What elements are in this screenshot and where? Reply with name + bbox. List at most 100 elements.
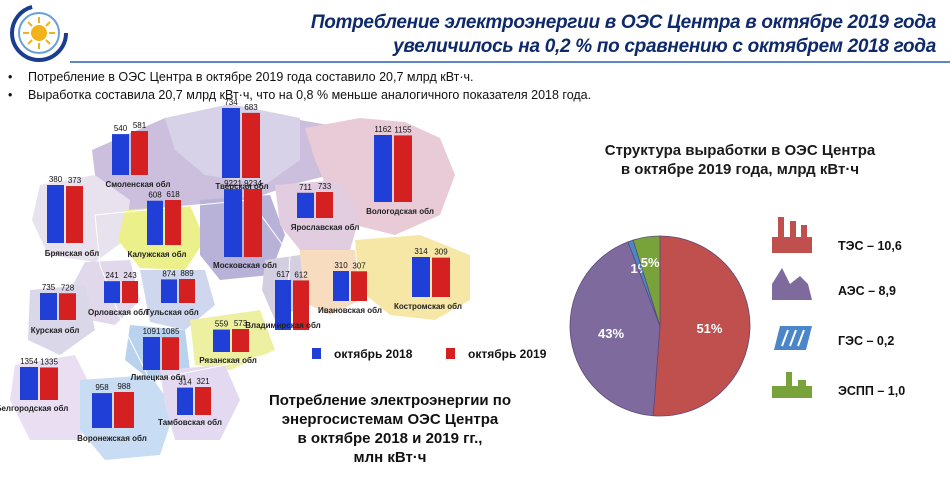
- data-label-oct2018: 1162: [374, 125, 392, 134]
- bar-legend: октябрь 2018 октябрь 2019: [312, 347, 547, 361]
- pie-legend: ТЭС – 10,6 АЭС – 8,9 ГЭС – 0,2 ЭСПП – 1,0: [772, 217, 905, 398]
- data-label-oct2019: 1335: [40, 357, 58, 366]
- page-title-line-1: Потребление электроэнергии в ОЭС Центра …: [310, 12, 936, 33]
- pie-slice-tes: 51%: [652, 235, 751, 417]
- data-label-oct2019: 988: [117, 382, 131, 391]
- region-name: Липецкая обл: [131, 373, 186, 382]
- bar-oct2018: [143, 337, 160, 370]
- legend-swatch-oct2019: [446, 348, 455, 359]
- region-владимирская-обл: 617 612 Владимирская обл: [245, 270, 321, 330]
- icon-part: [801, 225, 807, 239]
- region-name: Орловская обл: [88, 308, 148, 317]
- bar-oct2019: [165, 200, 181, 245]
- data-label-oct2019: 728: [61, 283, 75, 292]
- region-name: Московская обл: [213, 261, 277, 270]
- header-divider: [70, 61, 950, 63]
- data-label-oct2018: 1091: [143, 327, 161, 336]
- region-name: Владимирская обл: [245, 321, 321, 330]
- region-липецкая-обл: 1091 1085 Липецкая обл: [131, 327, 186, 382]
- icon-part: [786, 372, 792, 386]
- data-label-oct2018: 9221: [224, 179, 242, 188]
- bar-caption-line-3: в октябре 2018 и 2019 гг.,: [297, 430, 483, 447]
- bar-oct2018: [333, 271, 349, 301]
- bar-oct2019: [432, 257, 450, 297]
- bullet-consumption-text: Потребление в ОЭС Центра в октябре 2019 …: [28, 70, 474, 84]
- pie-slice-pct: 43%: [598, 326, 624, 341]
- data-label-oct2019: 307: [352, 261, 366, 270]
- bullet-generation: • Выработка составила 20,7 млрд кВт·ч, чт…: [8, 88, 592, 102]
- region-name: Тульская обл: [145, 308, 198, 317]
- bar-oct2019: [40, 367, 58, 400]
- page-title-line-2: увеличилось на 0,2 % по сравнению с октя…: [393, 36, 936, 57]
- data-label-oct2019: 321: [196, 377, 210, 386]
- bar-oct2018: [40, 293, 57, 320]
- header: Потребление электроэнергии в ОЭС Центра …: [0, 0, 950, 66]
- pie-legend-label: ГЭС – 0,2: [838, 334, 894, 348]
- data-label-oct2018: 380: [49, 175, 63, 184]
- legend-label-oct2019: октябрь 2019: [468, 347, 547, 361]
- legend-swatch-oct2018: [312, 348, 321, 359]
- bar-oct2019: [66, 186, 83, 243]
- pie-legend-label: АЭС – 8,9: [838, 284, 896, 298]
- icon-part: [781, 329, 805, 347]
- region-костромская-обл: 314 309 Костромская обл: [394, 247, 462, 311]
- pie-title-line-2: в октябре 2019 года, млрд кВт·ч: [620, 161, 860, 178]
- pie-slice-shape: [632, 235, 661, 327]
- pie-slice-espp: 5%: [632, 235, 661, 327]
- bar-oct2018: [161, 279, 177, 303]
- data-label-oct2018: 314: [414, 247, 428, 256]
- region-орловская-обл: 241 243 Орловская обл: [88, 271, 148, 317]
- bar-caption-line-2: энергосистемам ОЭС Центра: [281, 411, 499, 428]
- bar-oct2018: [20, 367, 38, 400]
- region-тверская-обл: 734 683 Тверская обл: [215, 98, 268, 191]
- data-label-oct2018: 958: [95, 383, 109, 392]
- icon-part: [772, 237, 812, 253]
- data-label-oct2018: 711: [299, 183, 312, 192]
- pie-slice-pct: 5%: [641, 255, 660, 270]
- data-label-oct2019: 243: [123, 271, 137, 280]
- data-label-oct2019: 9234: [244, 179, 262, 188]
- data-label-oct2019: 683: [244, 103, 258, 112]
- icon-part: [778, 217, 784, 239]
- data-label-oct2019: 573: [234, 319, 248, 328]
- bar-oct2019: [351, 271, 367, 301]
- bar-oct2019: [394, 135, 412, 202]
- bar-oct2019: [195, 387, 211, 415]
- data-label-oct2018: 1354: [20, 357, 38, 366]
- region-name: Тверская обл: [215, 182, 268, 191]
- bar-oct2019: [131, 131, 148, 175]
- data-label-oct2019: 1085: [162, 327, 180, 336]
- bar-oct2018: [222, 108, 240, 178]
- data-label-oct2018: 540: [114, 124, 128, 133]
- bar-oct2019: [162, 337, 179, 370]
- aes-plant-icon: [772, 268, 812, 300]
- region-name: Тамбовская обл: [158, 418, 222, 427]
- bar-oct2018: [412, 257, 430, 297]
- region-воронежская-обл: 958 988 Воронежская обл: [77, 382, 147, 443]
- pie-legend-label: ТЭС – 10,6: [838, 239, 902, 253]
- data-label-oct2019: 581: [133, 121, 147, 130]
- icon-part: [772, 268, 812, 300]
- data-label-oct2019: 373: [68, 176, 82, 185]
- pie-legend-item-aes: АЭС – 8,9: [772, 268, 896, 300]
- pie-legend-item-espp: ЭСПП – 1,0: [772, 372, 905, 398]
- region-белгородская-обл: 1354 1335 Белгородская обл: [0, 357, 68, 413]
- region-московская-обл: 9221 9234 Московская обл: [213, 179, 277, 270]
- data-label-oct2018: 734: [224, 98, 238, 107]
- region-name: Воронежская обл: [77, 434, 147, 443]
- bar-oct2018: [297, 192, 314, 218]
- pie-slice-aes: 43%: [569, 241, 661, 417]
- pie-legend-item-ges: ГЭС – 0,2: [774, 326, 894, 350]
- bar-oct2019: [244, 189, 262, 257]
- bar-oct2018: [374, 135, 392, 202]
- region-ярославская-обл: 711 733 Ярославская обл: [291, 182, 360, 232]
- bar-oct2019: [179, 279, 195, 303]
- region-name: Ивановская обл: [318, 306, 382, 315]
- region-name: Рязанская обл: [199, 356, 257, 365]
- data-label-oct2019: 733: [318, 182, 332, 191]
- bar-oct2018: [213, 329, 230, 352]
- data-label-oct2019: 1155: [394, 125, 412, 134]
- region-name: Вологодская обл: [366, 207, 434, 216]
- data-label-oct2019: 618: [166, 190, 180, 199]
- pie-legend-label: ЭСПП – 1,0: [838, 384, 905, 398]
